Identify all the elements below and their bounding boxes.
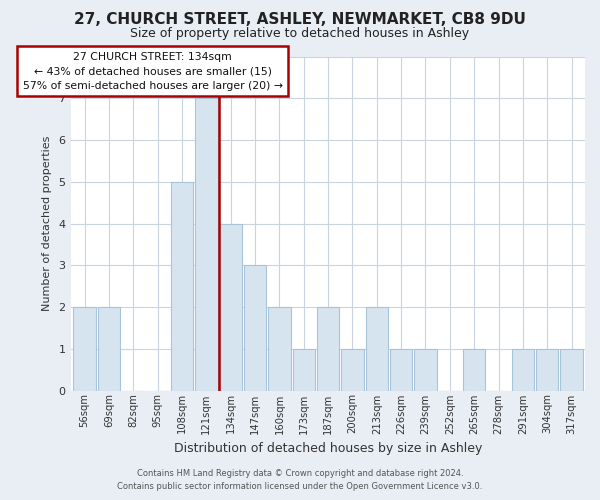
Bar [560,349,583,391]
Text: 27, CHURCH STREET, ASHLEY, NEWMARKET, CB8 9DU: 27, CHURCH STREET, ASHLEY, NEWMARKET, CB… [74,12,526,28]
Bar [536,349,559,391]
Bar [365,307,388,390]
Bar [317,307,339,390]
Bar [220,224,242,390]
X-axis label: Distribution of detached houses by size in Ashley: Distribution of detached houses by size … [174,442,482,455]
Bar [195,98,218,391]
Text: 27 CHURCH STREET: 134sqm
← 43% of detached houses are smaller (15)
57% of semi-d: 27 CHURCH STREET: 134sqm ← 43% of detach… [23,52,283,90]
Bar [414,349,437,391]
Bar [341,349,364,391]
Bar [73,307,96,390]
Bar [244,266,266,390]
Bar [268,307,290,390]
Text: Size of property relative to detached houses in Ashley: Size of property relative to detached ho… [130,28,470,40]
Bar [171,182,193,390]
Bar [98,307,120,390]
Bar [512,349,534,391]
Text: Contains HM Land Registry data © Crown copyright and database right 2024.
Contai: Contains HM Land Registry data © Crown c… [118,469,482,491]
Y-axis label: Number of detached properties: Number of detached properties [41,136,52,311]
Bar [293,349,315,391]
Bar [390,349,412,391]
Bar [463,349,485,391]
